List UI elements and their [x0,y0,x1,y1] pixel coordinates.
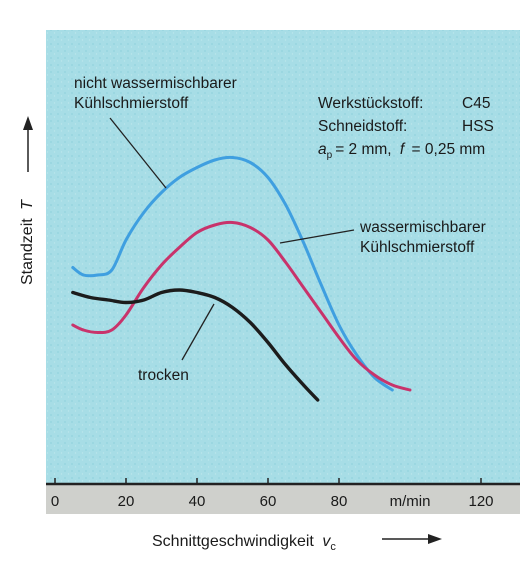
leader-trocken [181,303,215,361]
x-axis-title: Schnittgeschwindigkeit vc [152,533,336,553]
annotation-nicht-wassermischbar: nicht wassermischbarer Kühlschmierstoff [74,75,237,189]
leader-nicht-wm [109,117,167,189]
y-axis-label: Standzeit [19,218,36,285]
annotation-wassermischbar: wassermischbarer Kühlschmierstoff [279,219,486,256]
x-tick-label: 120 [468,493,493,510]
series-layer [71,155,412,402]
x-tick-label: 60 [260,493,277,510]
leader-wm [279,229,355,244]
y-axis-arrow [23,116,33,172]
x-axis-symbol-sub: c [330,541,336,553]
x-axis-label: Schnittgeschwindigkeit [152,533,314,550]
y-axis-title: Standzeit T [19,199,36,285]
param-ap-rest: = 2 mm, [335,141,391,158]
x-tick-label: 80 [331,493,348,510]
label-wm-line2: Kühlschmierstoff [360,239,475,256]
param-ap-symbol: a [318,141,327,158]
param-f-symbol: f [400,141,406,158]
x-axis-symbol: v [322,533,331,550]
label-wm-line1: wassermischbarer [359,219,486,236]
label-trocken: trocken [138,367,189,384]
param-ap-sub: p [327,150,333,161]
info-werkstueck-value: C45 [462,95,490,112]
param-f-rest: = 0,25 mm [412,141,486,158]
axis-band [46,484,520,514]
x-tick-label: 40 [189,493,206,510]
svg-text:Standzeit T: Standzeit T [19,199,36,285]
info-werkstueck-label: Werkstückstoff: [318,95,423,112]
x-unit-label: m/min [390,493,431,510]
label-nicht-wm-line1: nicht wassermischbarer [74,75,237,92]
series-nicht-wassermischbar-line [71,155,394,392]
x-axis-arrow [382,534,442,544]
info-schneid-value: HSS [462,118,494,135]
info-block: Werkstückstoff: C45 Schneidstoff: HSS ap… [318,95,494,161]
info-schneid-label: Schneidstoff: [318,118,407,135]
series-trocken-line [71,288,320,402]
y-axis-symbol: T [19,199,36,210]
series-wassermischbar-line [71,220,412,392]
label-nicht-wm-line2: Kühlschmierstoff [74,95,189,112]
x-ticks: 0 20 40 60 80 120 m/min [51,478,494,510]
info-params: ap = 2 mm, f = 0,25 mm [318,141,485,161]
annotation-trocken: trocken [138,303,215,384]
x-tick-label: 0 [51,493,59,510]
x-tick-label: 20 [118,493,135,510]
